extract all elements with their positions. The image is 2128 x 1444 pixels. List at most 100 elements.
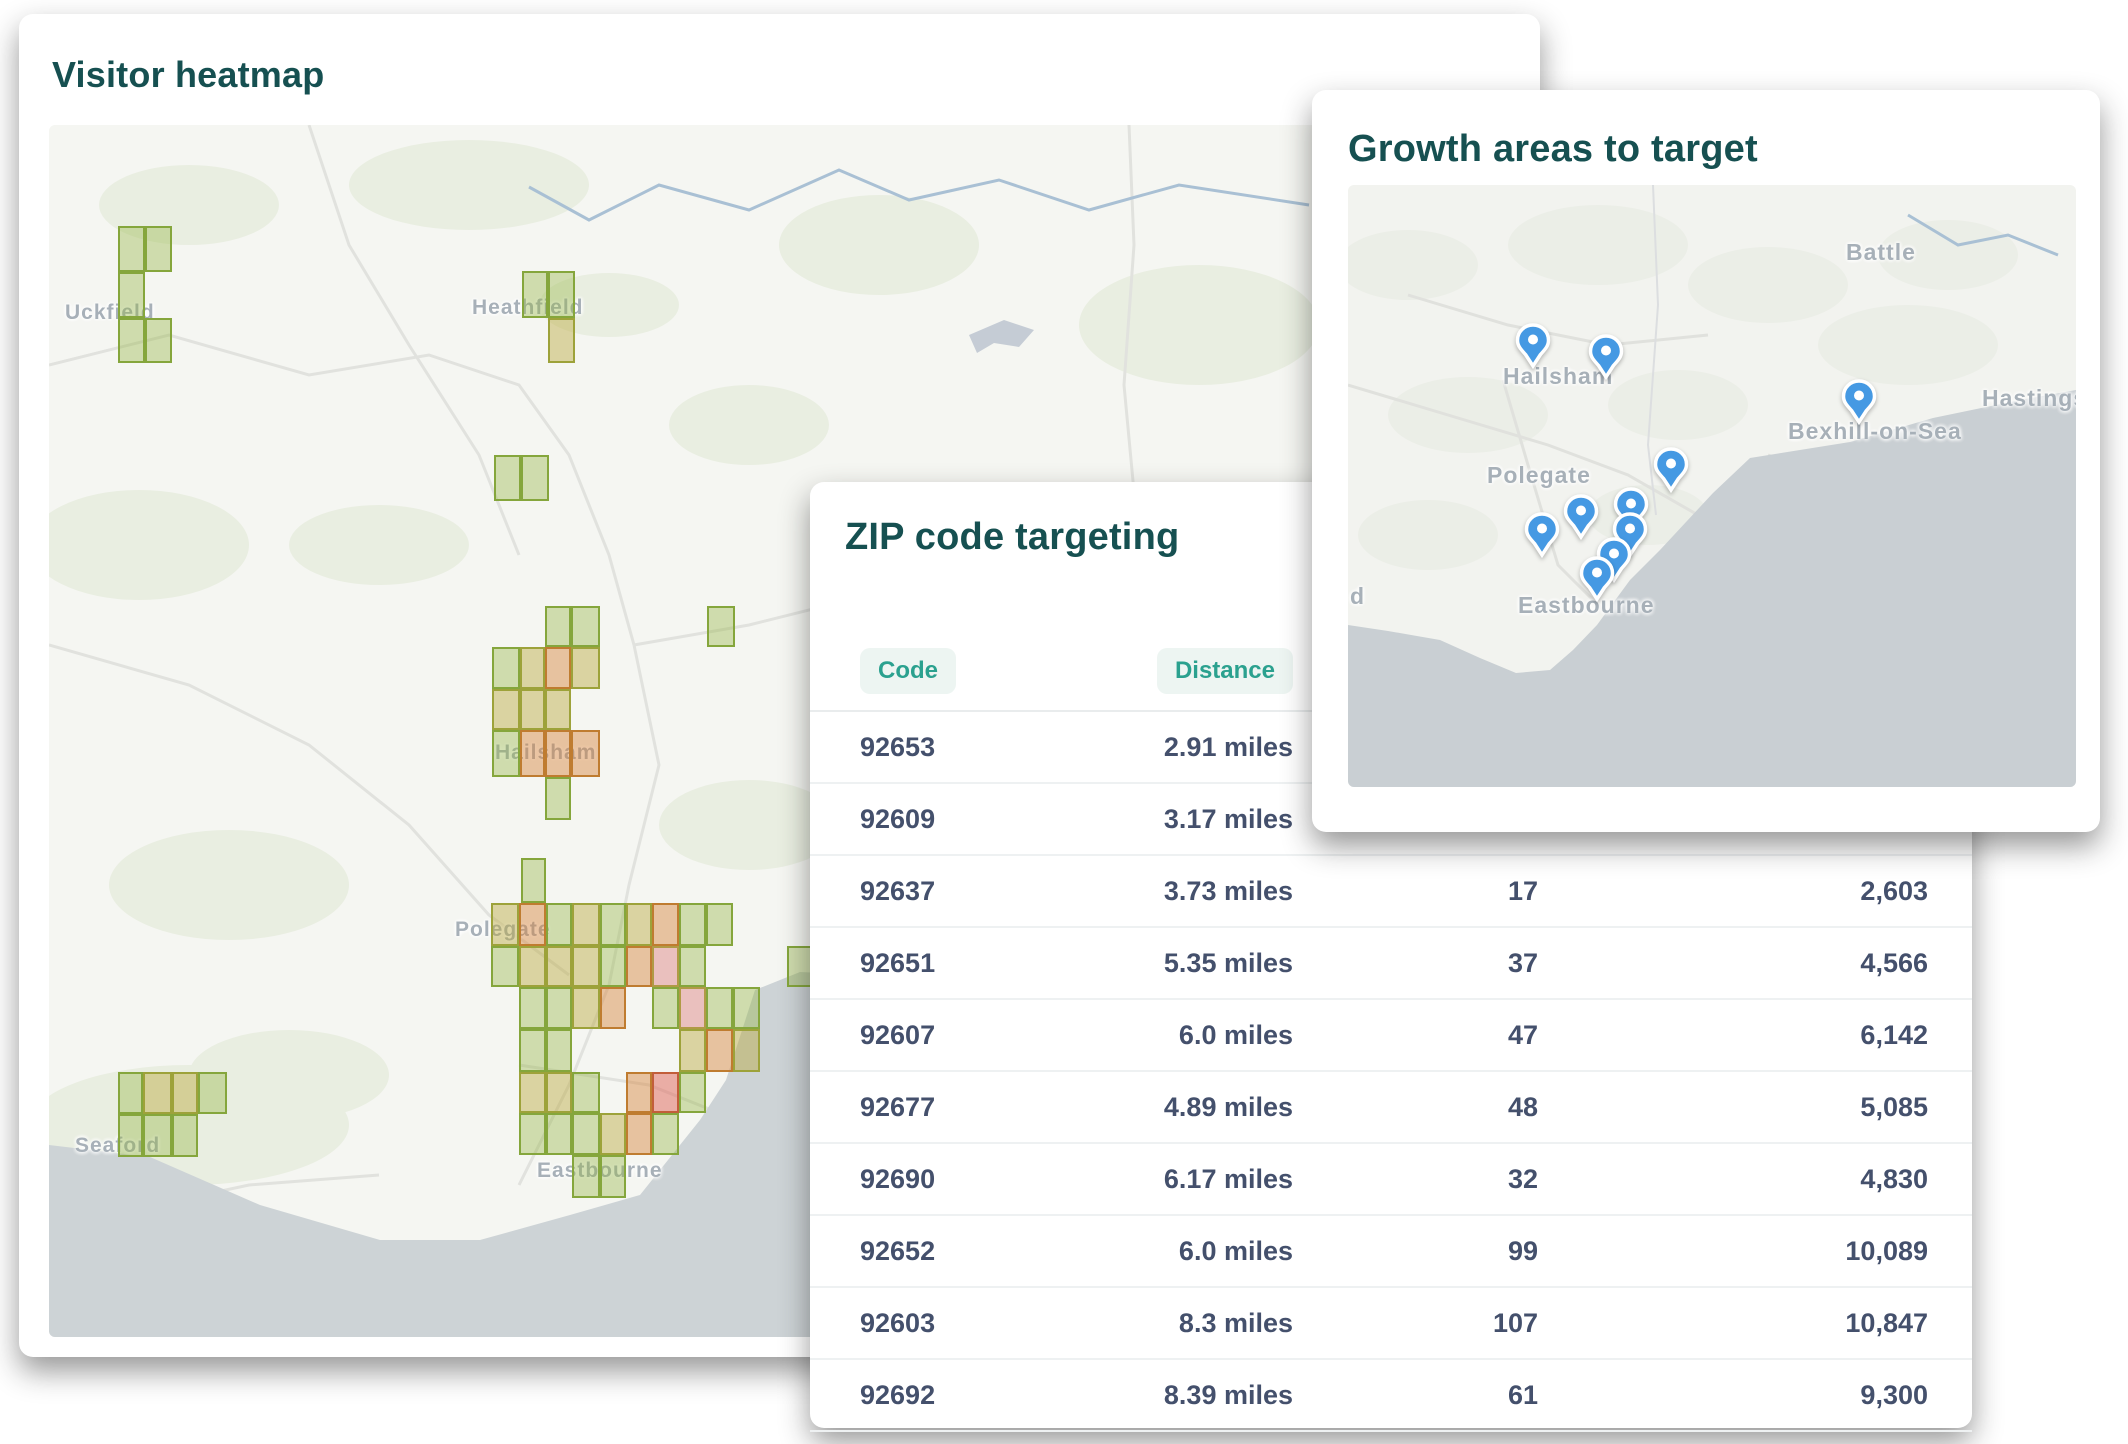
heatmap-cell: [172, 1072, 198, 1114]
location-pin-icon[interactable]: [1596, 537, 1632, 588]
growth-areas-card: Growth areas to target: [1312, 90, 2100, 832]
zip-code-cell: 92653: [860, 732, 936, 762]
heatmap-cell: [571, 606, 600, 647]
town-label-hastings: Hastings: [1982, 385, 2076, 411]
heatmap-cell: [652, 987, 679, 1029]
heatmap-cell: [545, 777, 571, 820]
heatmap-cell: [679, 903, 706, 946]
heatmap-cell: [546, 903, 572, 946]
heatmap-cell: [652, 1072, 679, 1113]
zip-table-header: Code Distance: [810, 632, 1972, 712]
zip-code-cell: 92692: [860, 1380, 936, 1410]
heatmap-cell: [522, 271, 548, 318]
heatmap-cell: [600, 987, 626, 1029]
heatmap-cell: [626, 903, 652, 946]
location-pin-icon[interactable]: [1653, 447, 1689, 498]
heatmap-cell: [572, 1113, 600, 1155]
location-pin-icon[interactable]: [1588, 334, 1624, 385]
growth-basemap: [1348, 185, 2076, 787]
heatmap-cell: [145, 226, 172, 272]
heatmap-cell: [492, 730, 520, 777]
admin-boundary-line: [1646, 185, 1660, 516]
heatmap-cell: [679, 946, 706, 987]
location-pin-icon[interactable]: [1613, 487, 1649, 538]
location-pin-icon[interactable]: [1579, 556, 1615, 607]
zip-code-cell: 92637: [860, 876, 936, 906]
heatmap-cell: [546, 1072, 572, 1113]
location-pin-icon[interactable]: [1524, 512, 1560, 563]
location-pin-icon[interactable]: [1563, 494, 1599, 545]
heatmap-cell: [707, 606, 735, 647]
zip-visits-cell: 37: [1507, 948, 1538, 978]
heatmap-cell: [572, 1072, 600, 1113]
location-pin-icon[interactable]: [1841, 379, 1877, 430]
town-label-d: d: [1350, 583, 1366, 609]
zip-table-row: 92651 5.35 miles 37 4,566: [810, 928, 1972, 1000]
zip-table-row: 92677 4.89 miles 48 5,085: [810, 1072, 1972, 1144]
zip-distance-cell: 4.89 miles: [1163, 1092, 1293, 1122]
heatmap-cell: [626, 1113, 652, 1155]
heatmap-cell: [572, 903, 600, 946]
town-label-battle: Battle: [1846, 239, 1916, 265]
heatmap-cell: [198, 1072, 227, 1114]
heatmap-cell: [520, 647, 545, 689]
zip-table-row: 92692 8.39 miles 61 9,300: [810, 1360, 1972, 1432]
location-pin-icon[interactable]: [1515, 323, 1551, 374]
zip-visits-cell: 48: [1507, 1092, 1538, 1122]
zip-targeting-title: ZIP code targeting: [845, 516, 1180, 558]
zip-distance-cell: 2.91 miles: [1163, 732, 1293, 762]
zip-population-cell: 2,603: [1860, 876, 1928, 906]
zip-visits-cell: 61: [1507, 1380, 1538, 1410]
heatmap-cell: [626, 946, 652, 987]
zip-distance-cell: 6.17 miles: [1163, 1164, 1293, 1194]
heatmap-cell: [521, 455, 549, 501]
heatmap-cell: [652, 1113, 679, 1155]
heatmap-cell: [706, 987, 733, 1029]
heatmap-cell: [519, 1029, 546, 1072]
zip-code-cell: 92609: [860, 804, 936, 834]
code-column-header[interactable]: Code: [860, 648, 956, 694]
heatmap-cell: [600, 1155, 626, 1198]
heatmap-cell: [118, 1114, 143, 1157]
zip-visits-cell: 47: [1507, 1020, 1538, 1050]
zip-distance-cell: 3.17 miles: [1163, 804, 1293, 834]
zip-distance-cell: 5.35 miles: [1163, 948, 1293, 978]
zip-table-row: 92607 6.0 miles 47 6,142: [810, 1000, 1972, 1072]
heatmap-cell: [118, 318, 145, 363]
zip-code-cell: 92607: [860, 1020, 936, 1050]
zip-table-row: 92637 3.73 miles 17 2,603: [810, 856, 1972, 928]
zip-visits-cell: 107: [1492, 1308, 1538, 1338]
zip-distance-cell: 8.39 miles: [1163, 1380, 1293, 1410]
town-label-seaford: Seaford: [75, 1134, 161, 1157]
zip-population-cell: 5,085: [1860, 1092, 1928, 1122]
growth-areas-map[interactable]: Battle Hastings Hailsham Polegate Bexhill-on…: [1348, 185, 2076, 787]
heatmap-cell: [572, 987, 600, 1029]
heatmap-cell: [546, 946, 572, 987]
zip-code-cell: 92603: [860, 1308, 936, 1338]
heatmap-cell: [118, 226, 145, 272]
zip-population-cell: 10,847: [1845, 1308, 1928, 1338]
distance-column-header[interactable]: Distance: [1156, 648, 1293, 694]
heatmap-cell: [571, 730, 600, 777]
river-line: [1907, 213, 2059, 257]
heatmap-cell: [545, 606, 571, 647]
town-label-heathfield: Heathfield: [472, 296, 584, 319]
zip-distance-cell: 6.0 miles: [1178, 1020, 1293, 1050]
zip-population-cell: 10,089: [1845, 1236, 1928, 1266]
zip-visits-cell: 32: [1507, 1164, 1538, 1194]
heatmap-cell: [571, 647, 600, 689]
heatmap-cell: [548, 271, 575, 318]
heatmap-cell: [519, 946, 546, 987]
heatmap-cell: [521, 858, 546, 903]
heatmap-cell: [491, 903, 519, 946]
heatmap-cell: [548, 318, 575, 363]
heatmap-cell: [626, 1072, 652, 1113]
zip-population-cell: 6,142: [1860, 1020, 1928, 1050]
heatmap-cell: [143, 1072, 172, 1114]
zip-table-row: 92652 6.0 miles 99 10,089: [810, 1216, 1972, 1288]
heatmap-cell: [545, 689, 571, 730]
heatmap-cell: [706, 1029, 733, 1072]
heatmap-cell: [520, 730, 545, 777]
heatmap-cell: [491, 946, 519, 987]
zip-distance-cell: 3.73 miles: [1163, 876, 1293, 906]
